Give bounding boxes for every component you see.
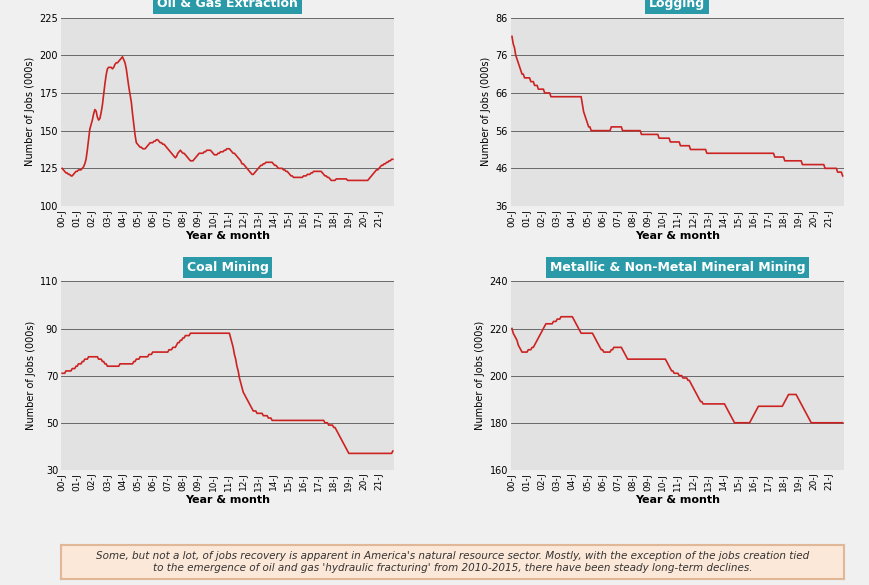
Y-axis label: Number of Jobs (000s): Number of Jobs (000s) (474, 321, 485, 430)
Text: Metallic & Non-Metal Mineral Mining: Metallic & Non-Metal Mineral Mining (549, 261, 804, 274)
Text: Some, but not a lot, of jobs recovery is apparent in America's natural resource : Some, but not a lot, of jobs recovery is… (96, 552, 808, 573)
X-axis label: Year & month: Year & month (185, 231, 269, 241)
Y-axis label: Number of Jobs (000s): Number of Jobs (000s) (481, 57, 491, 166)
Y-axis label: Number of Jobs (000s): Number of Jobs (000s) (25, 57, 35, 166)
Text: Logging: Logging (648, 0, 705, 10)
Y-axis label: Number of Jobs (000s): Number of Jobs (000s) (25, 321, 36, 430)
Text: Oil & Gas Extraction: Oil & Gas Extraction (157, 0, 297, 10)
X-axis label: Year & month: Year & month (185, 495, 269, 505)
X-axis label: Year & month: Year & month (634, 495, 719, 505)
X-axis label: Year & month: Year & month (634, 231, 719, 241)
Text: Coal Mining: Coal Mining (186, 261, 269, 274)
